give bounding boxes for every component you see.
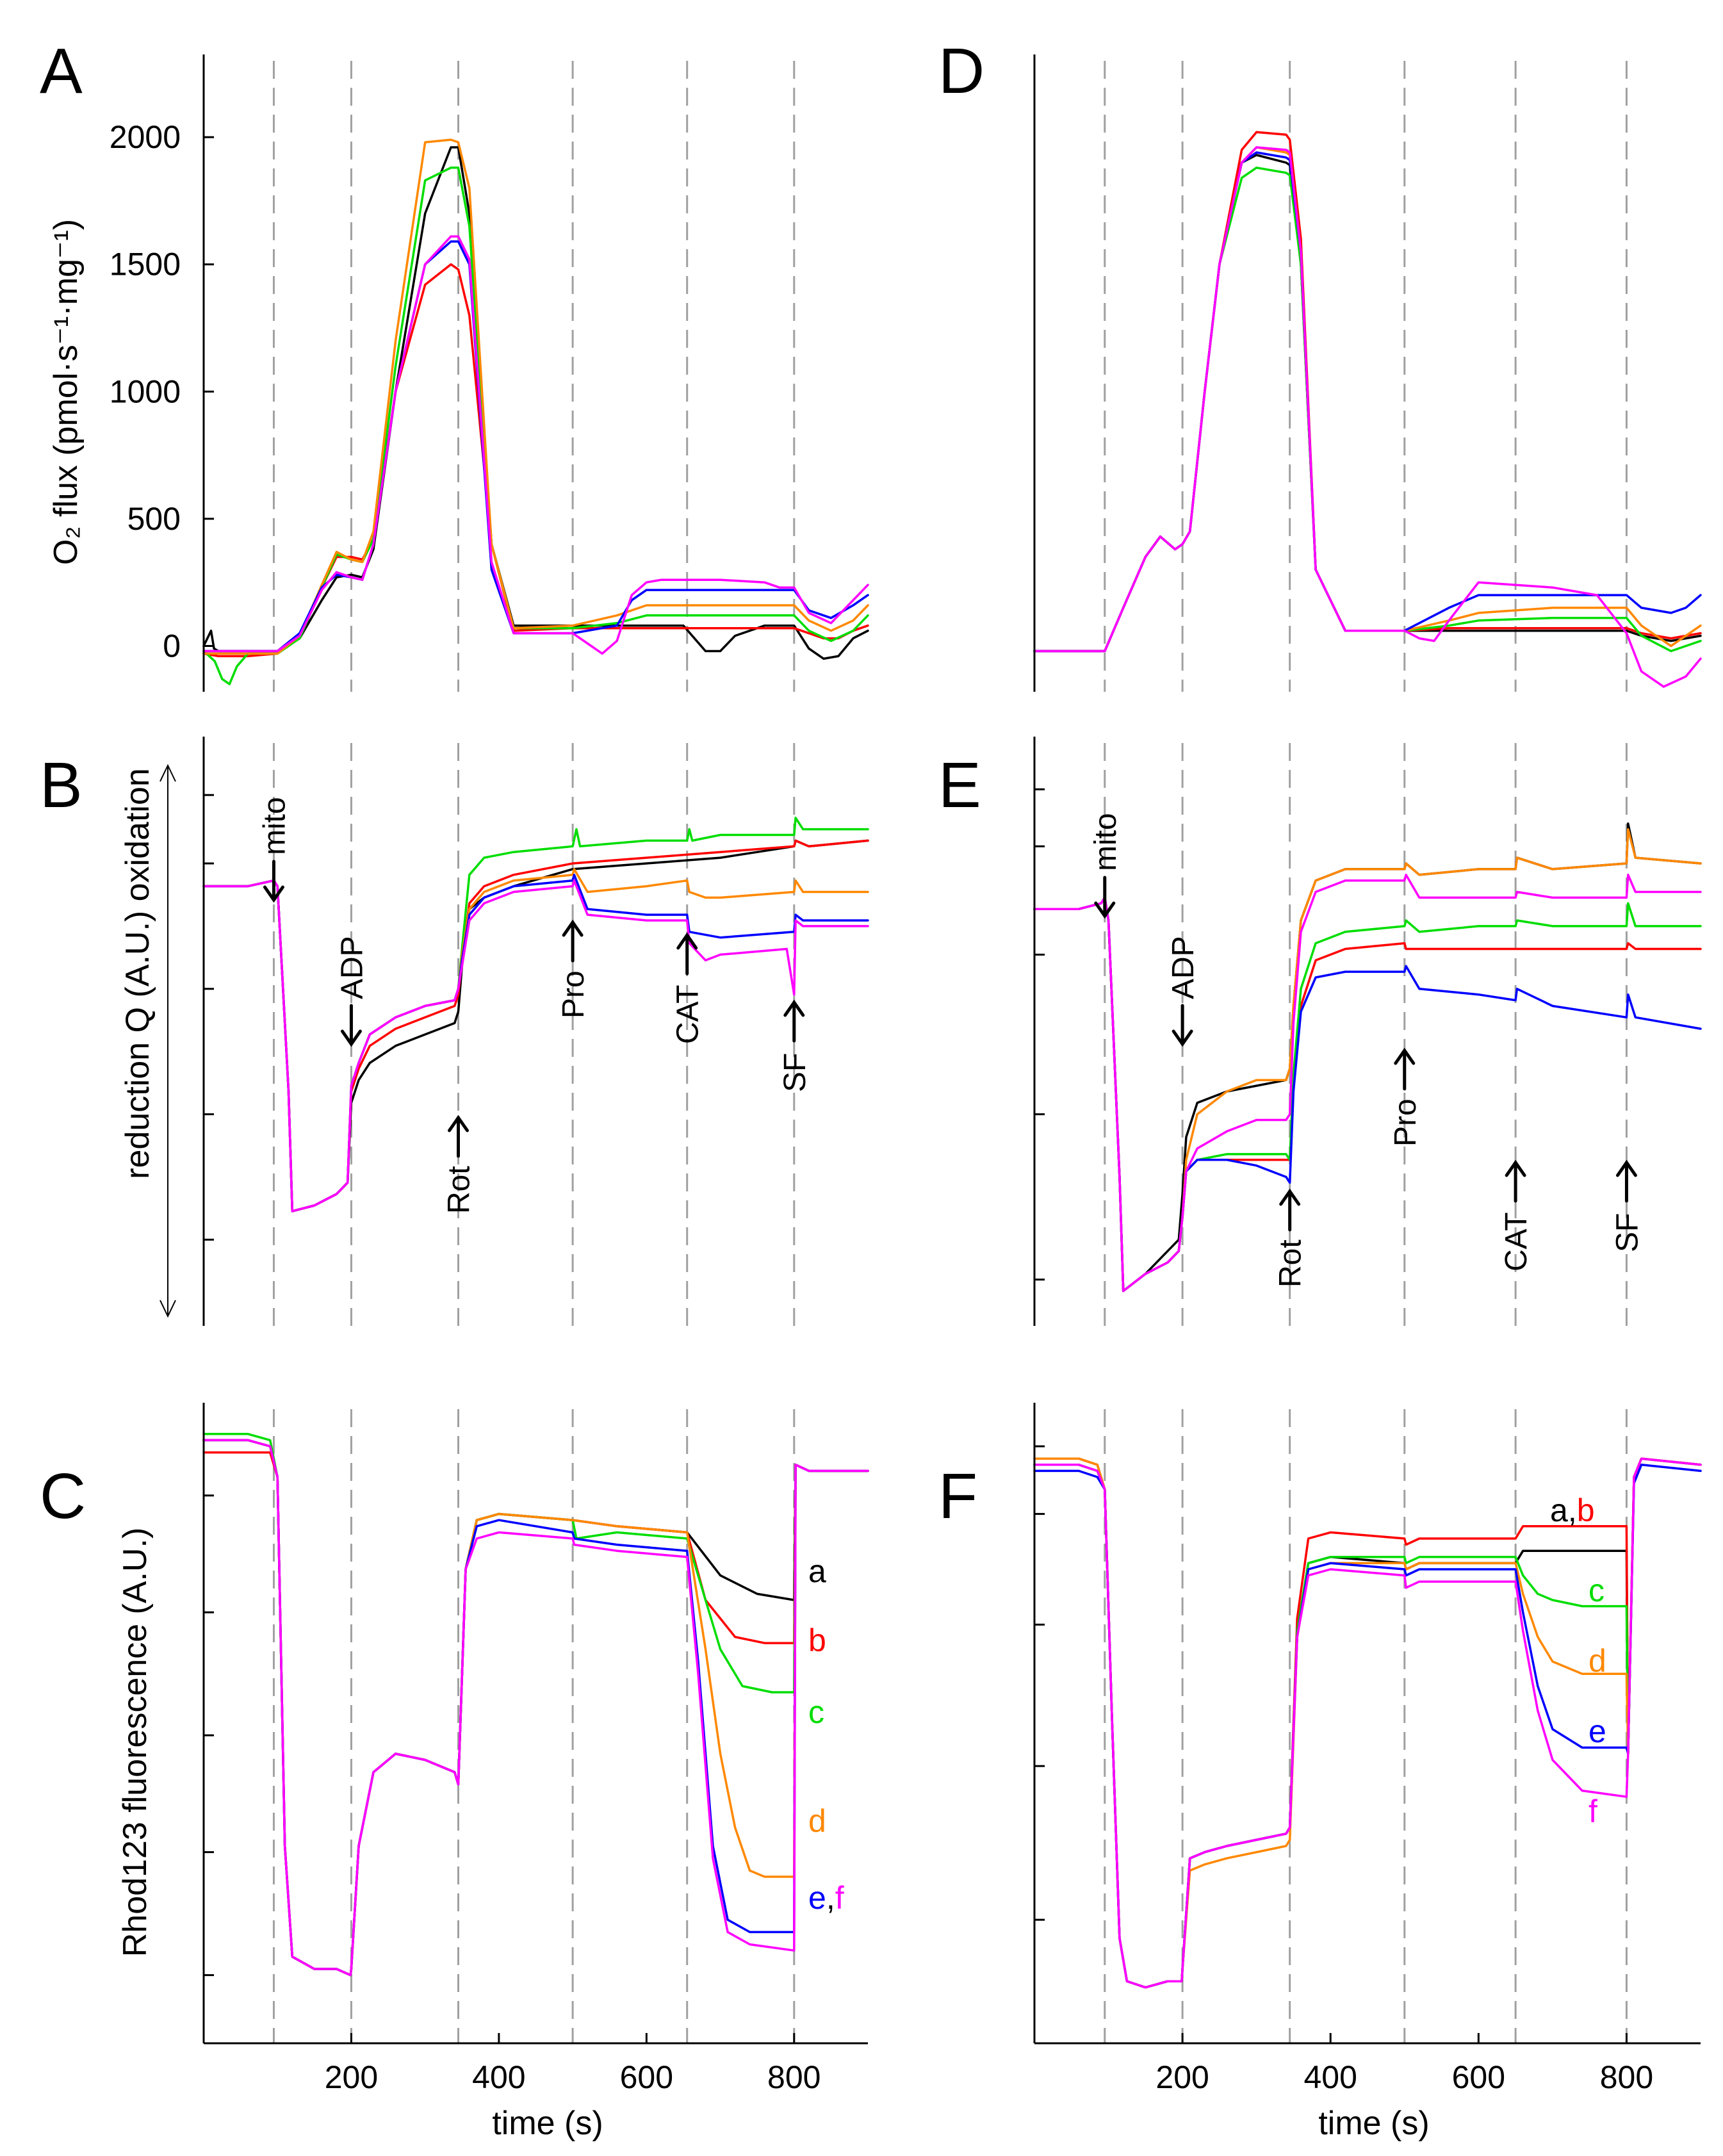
series-c-a xyxy=(202,1439,869,1977)
series-d-c xyxy=(1033,167,1702,653)
series-c-c xyxy=(202,1433,869,1977)
series-a-f xyxy=(202,235,869,655)
series-c-b xyxy=(202,1451,869,1977)
y-axis-title-q-redox: reduction Q (A.U.) oxidation xyxy=(119,768,156,1179)
panel-letter-c: C xyxy=(40,1460,86,1532)
panel-letter-b: B xyxy=(40,749,83,821)
series-d-d xyxy=(1033,146,1702,653)
event-label-b-1: ADP xyxy=(335,936,369,999)
y-tick-label-a-0: 0 xyxy=(163,628,181,664)
x-tick-label-c-2: 600 xyxy=(620,2059,673,2095)
redox-arrowhead-oxidation xyxy=(159,764,176,782)
event-arrowhead-b-0 xyxy=(263,885,284,903)
event-label-b-0: mito xyxy=(257,797,291,855)
x-tick-label-c-1: 400 xyxy=(472,2059,525,2095)
series-d-e xyxy=(1033,151,1702,653)
event-label-e-3: Pro xyxy=(1389,1098,1423,1147)
y-tick-label-a-1: 500 xyxy=(127,501,181,537)
y-tick-label-a-3: 1500 xyxy=(110,247,181,282)
y-axis-title-o2-flux: O₂ flux (pmol·s⁻¹·mg⁻¹) xyxy=(47,219,85,565)
curve-label-f-3: e xyxy=(1588,1713,1606,1749)
x-axis-title-right: time (s) xyxy=(1318,2105,1429,2142)
series-a-e xyxy=(202,240,869,653)
event-label-e-5: SF xyxy=(1610,1213,1644,1252)
series-d-b xyxy=(1033,131,1702,653)
curve-label-c-0: a xyxy=(808,1553,826,1589)
panel-letter-d: D xyxy=(938,35,984,107)
x-tick-label-c-0: 200 xyxy=(325,2059,378,2095)
series-e-f xyxy=(1033,874,1702,1293)
series-b-d xyxy=(202,868,869,1213)
annotations: 0 500 1000 1500 2000 200 400 600 800 200 400 600 800… xyxy=(110,119,1653,2095)
event-arrowhead-e-3 xyxy=(1394,1047,1416,1065)
x-axis-title-left: time (s) xyxy=(492,2105,603,2142)
event-arrowhead-b-3 xyxy=(562,919,584,937)
axes xyxy=(202,54,1701,2045)
series-c-d xyxy=(202,1439,869,1977)
x-tick-label-f-3: 800 xyxy=(1600,2059,1653,2095)
y-tick-label-a-4: 2000 xyxy=(110,119,181,155)
series-b-c xyxy=(202,817,869,1213)
event-label-e-0: mito xyxy=(1089,813,1123,871)
event-arrowhead-b-1 xyxy=(340,1029,362,1047)
panel-letter-a: A xyxy=(40,35,83,107)
event-label-b-3: Pro xyxy=(557,970,591,1018)
series-a-a xyxy=(202,146,869,660)
y-tick-label-a-2: 1000 xyxy=(110,373,181,409)
series-b-e xyxy=(202,874,869,1213)
curve-label-f-2: d xyxy=(1588,1643,1606,1679)
event-label-e-1: ADP xyxy=(1166,936,1200,999)
curve-label-f-1: c xyxy=(1588,1572,1605,1608)
curve-label-c-3: d xyxy=(808,1803,826,1839)
series-a-b xyxy=(202,263,869,658)
panel-letter-f: F xyxy=(938,1460,977,1532)
y-axis-title-rhod123: Rhod123 fluorescence (A.U.) xyxy=(117,1528,154,1957)
event-label-b-4: CAT xyxy=(671,985,705,1044)
x-tick-label-f-1: 400 xyxy=(1304,2059,1357,2095)
event-label-e-2: Rot xyxy=(1274,1239,1308,1287)
curve-label-c-1: b xyxy=(808,1622,826,1658)
series-b-f xyxy=(202,879,869,1213)
event-label-e-4: CAT xyxy=(1499,1213,1533,1271)
series-e-e xyxy=(1033,896,1702,1293)
series-a-d xyxy=(202,138,869,655)
series-f-f xyxy=(1033,1457,1702,1989)
series-b-a xyxy=(202,839,869,1213)
series-e-c xyxy=(1033,896,1702,1293)
event-arrowhead-b-5 xyxy=(783,999,805,1017)
event-label-b-2: Rot xyxy=(443,1166,477,1214)
event-label-b-5: SF xyxy=(778,1053,812,1092)
redox-arrowhead-reduction xyxy=(159,1300,176,1318)
series-c-f xyxy=(202,1439,869,1977)
series-e-b xyxy=(1033,896,1702,1293)
series-d-a xyxy=(1033,154,1702,653)
series-c-e xyxy=(202,1439,869,1977)
event-arrowhead-e-2 xyxy=(1279,1188,1301,1206)
series-d-f xyxy=(1033,146,1702,688)
event-arrowhead-e-5 xyxy=(1615,1159,1637,1177)
series-e-a xyxy=(1033,822,1702,1293)
x-tick-label-f-0: 200 xyxy=(1155,2059,1209,2095)
event-arrowhead-b-2 xyxy=(448,1115,470,1132)
series-b-b xyxy=(202,839,869,1213)
event-arrowhead-e-1 xyxy=(1172,1029,1193,1047)
curve-label-f-0: a,b xyxy=(1550,1492,1595,1528)
event-arrowhead-e-4 xyxy=(1505,1159,1526,1177)
x-tick-label-f-2: 600 xyxy=(1452,2059,1505,2095)
x-tick-label-c-3: 800 xyxy=(767,2059,821,2095)
series-a-c xyxy=(202,167,869,685)
curve-label-f-4: f xyxy=(1588,1793,1597,1829)
panel-letter-e: E xyxy=(938,749,981,821)
series-lines xyxy=(202,131,1702,1989)
curve-label-c-4: e,f xyxy=(808,1880,844,1916)
curve-label-c-2: c xyxy=(808,1694,824,1730)
event-arrowhead-b-4 xyxy=(676,932,698,950)
event-arrowhead-e-0 xyxy=(1094,901,1116,919)
